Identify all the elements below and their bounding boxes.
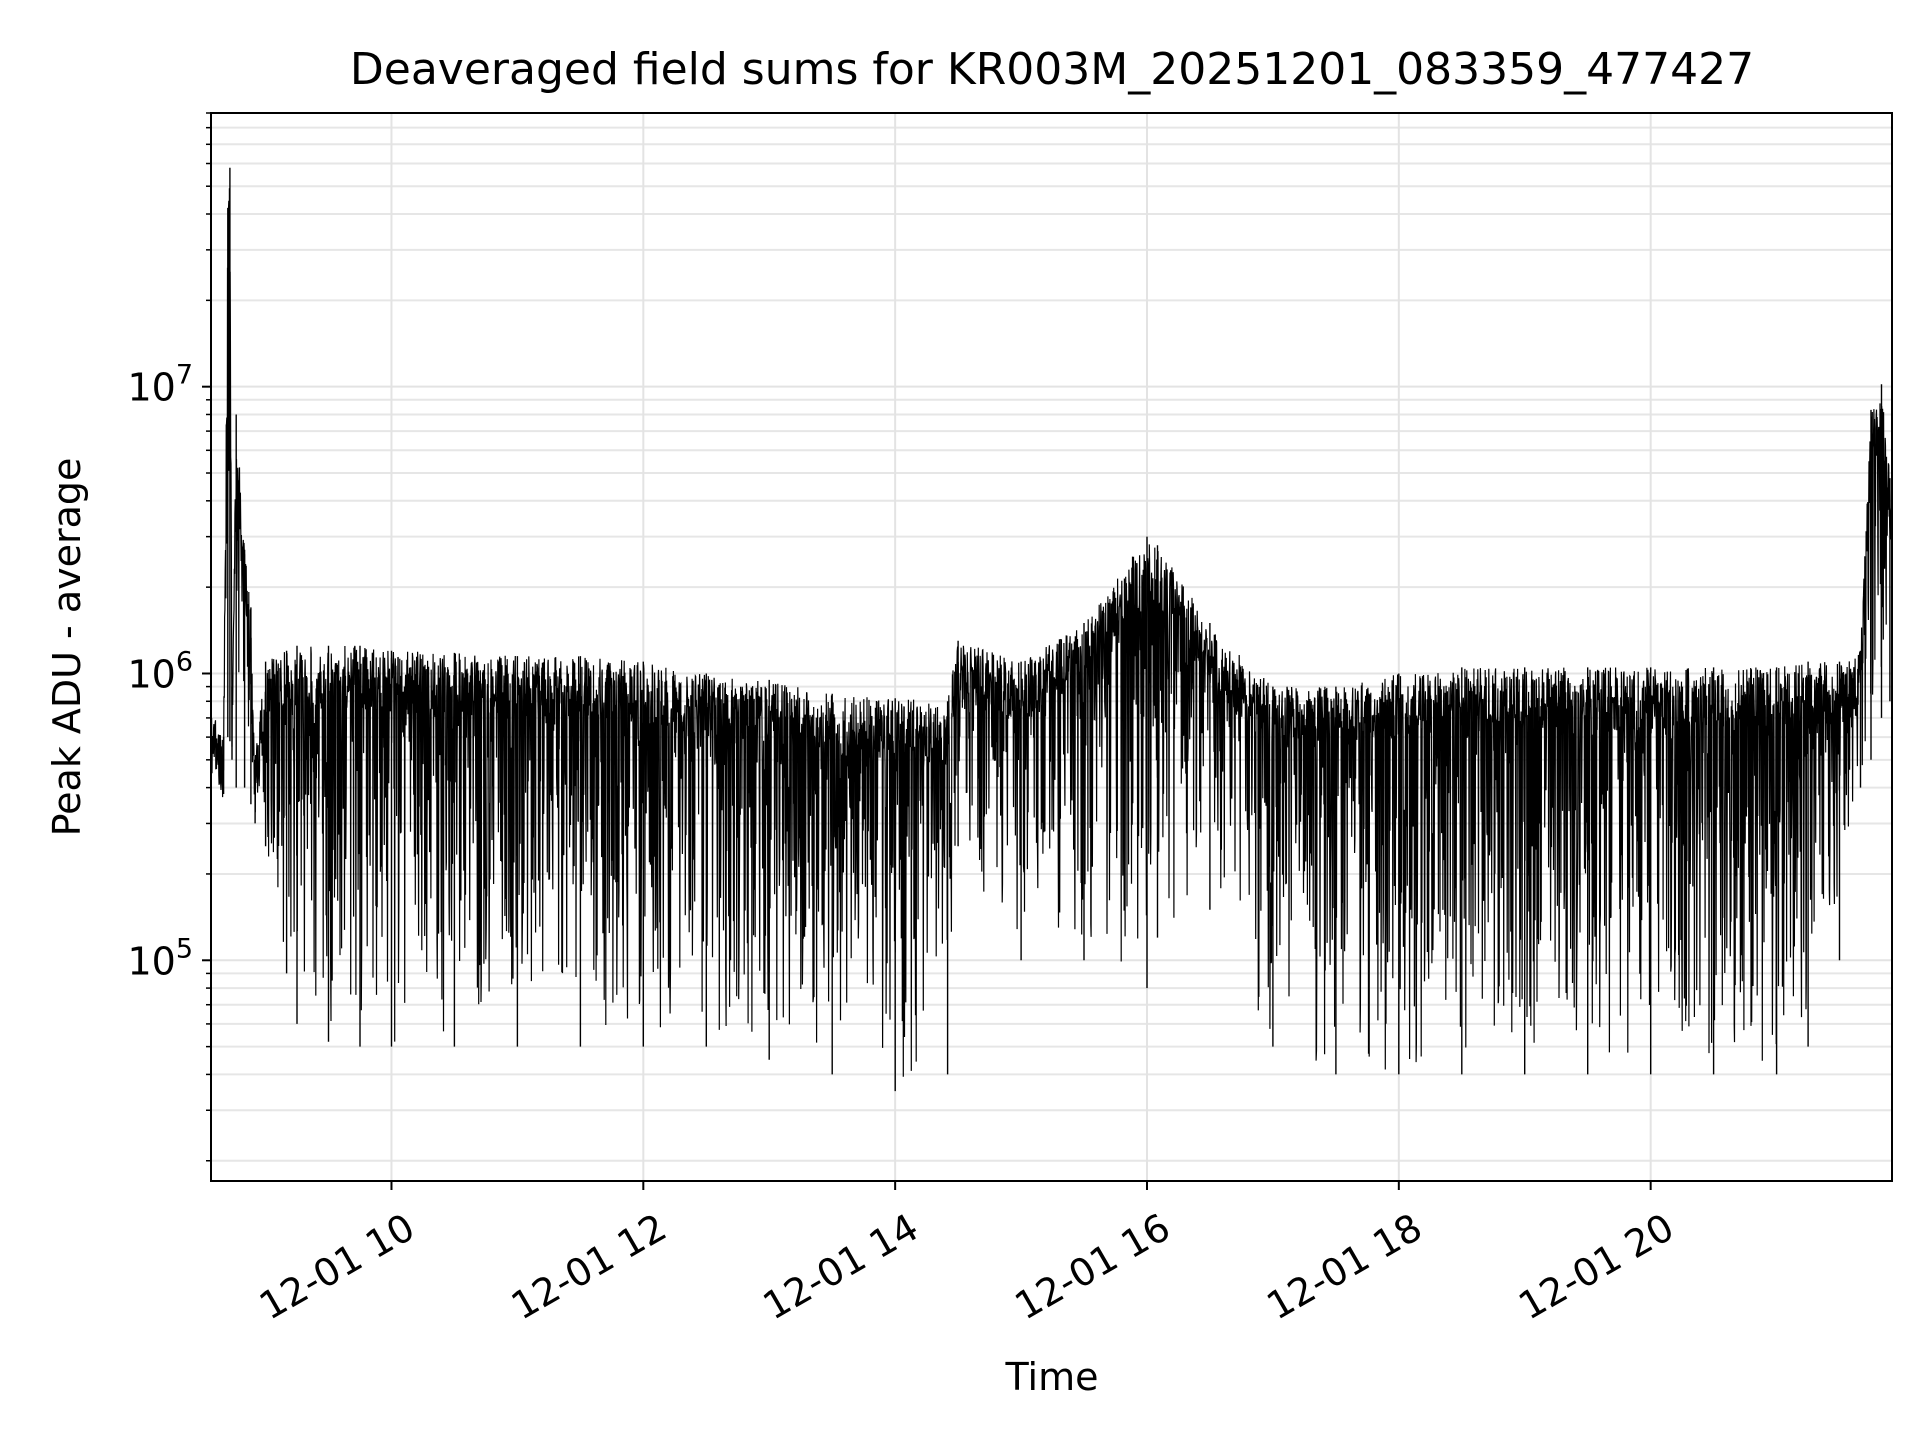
y-tick-exponent: 6 (176, 646, 193, 677)
y-tick-base: 10 (127, 366, 175, 410)
y-tick-label: 105 (127, 933, 193, 983)
y-tick-base: 10 (127, 652, 175, 696)
y-tick-base: 10 (127, 939, 175, 983)
x-axis-label: Time (1005, 1355, 1099, 1399)
y-tick-label: 106 (127, 646, 193, 696)
series-line (210, 188, 1893, 1077)
y-axis-label: Peak ADU - average (45, 458, 89, 837)
y-tick-exponent: 7 (176, 360, 193, 391)
axes-frame (210, 112, 1893, 1182)
y-tick-label: 107 (127, 360, 193, 410)
chart-title: Deaveraged field sums for KR003M_2025120… (350, 44, 1754, 95)
tick-marks (202, 112, 1652, 1190)
y-tick-exponent: 5 (176, 933, 193, 964)
